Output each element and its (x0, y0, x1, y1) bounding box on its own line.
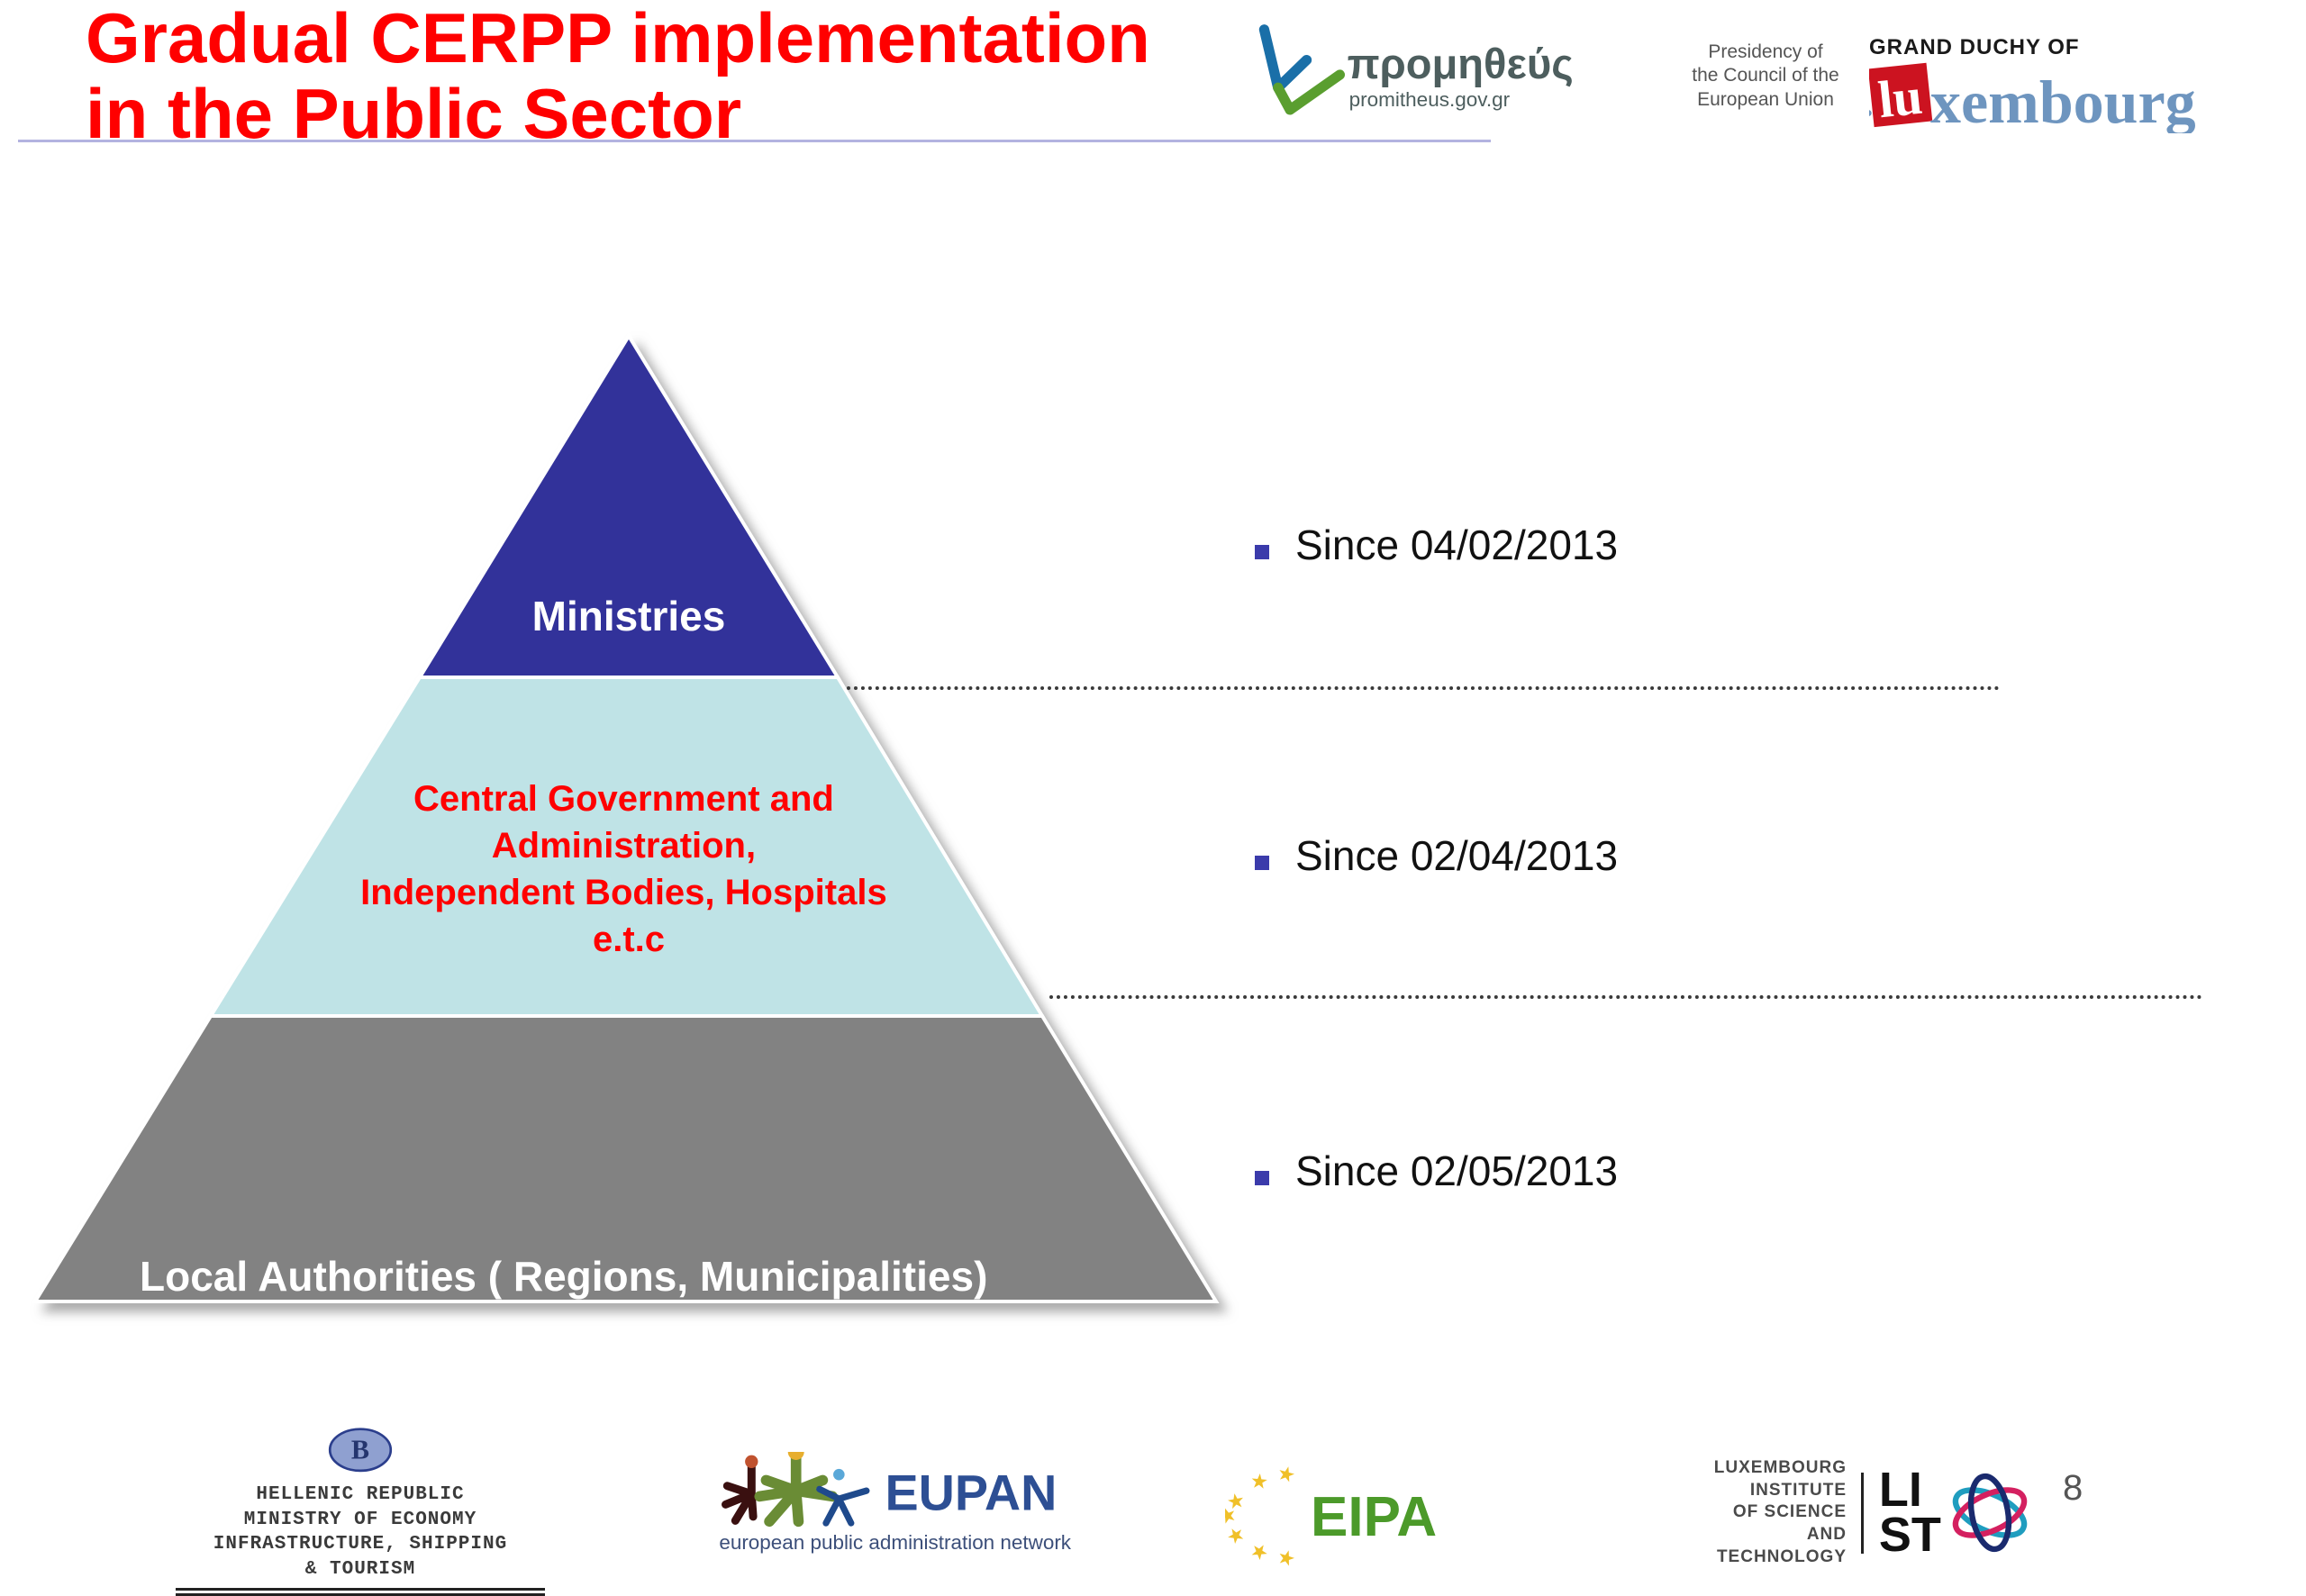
svg-text:xembourg: xembourg (1930, 68, 2196, 133)
svg-text:B: B (351, 1435, 369, 1465)
svg-text:Ministries: Ministries (532, 593, 726, 639)
svg-text:GRAND DUCHY OF: GRAND DUCHY OF (1869, 35, 2080, 59)
svg-text:EIPA: EIPA (1311, 1486, 1437, 1548)
svg-text:EUPAN: EUPAN (885, 1465, 1058, 1521)
svg-text:lu: lu (1875, 67, 1925, 130)
svg-text:Local Authorities ( Regions, M: Local Authorities ( Regions, Municipalit… (140, 1253, 987, 1300)
svg-text:promitheus.gov.gr: promitheus.gov.gr (1349, 88, 1511, 111)
svg-text:european public administration: european public administration network (719, 1531, 1071, 1554)
svg-text:προμηθεύς: προμηθεύς (1348, 40, 1574, 87)
